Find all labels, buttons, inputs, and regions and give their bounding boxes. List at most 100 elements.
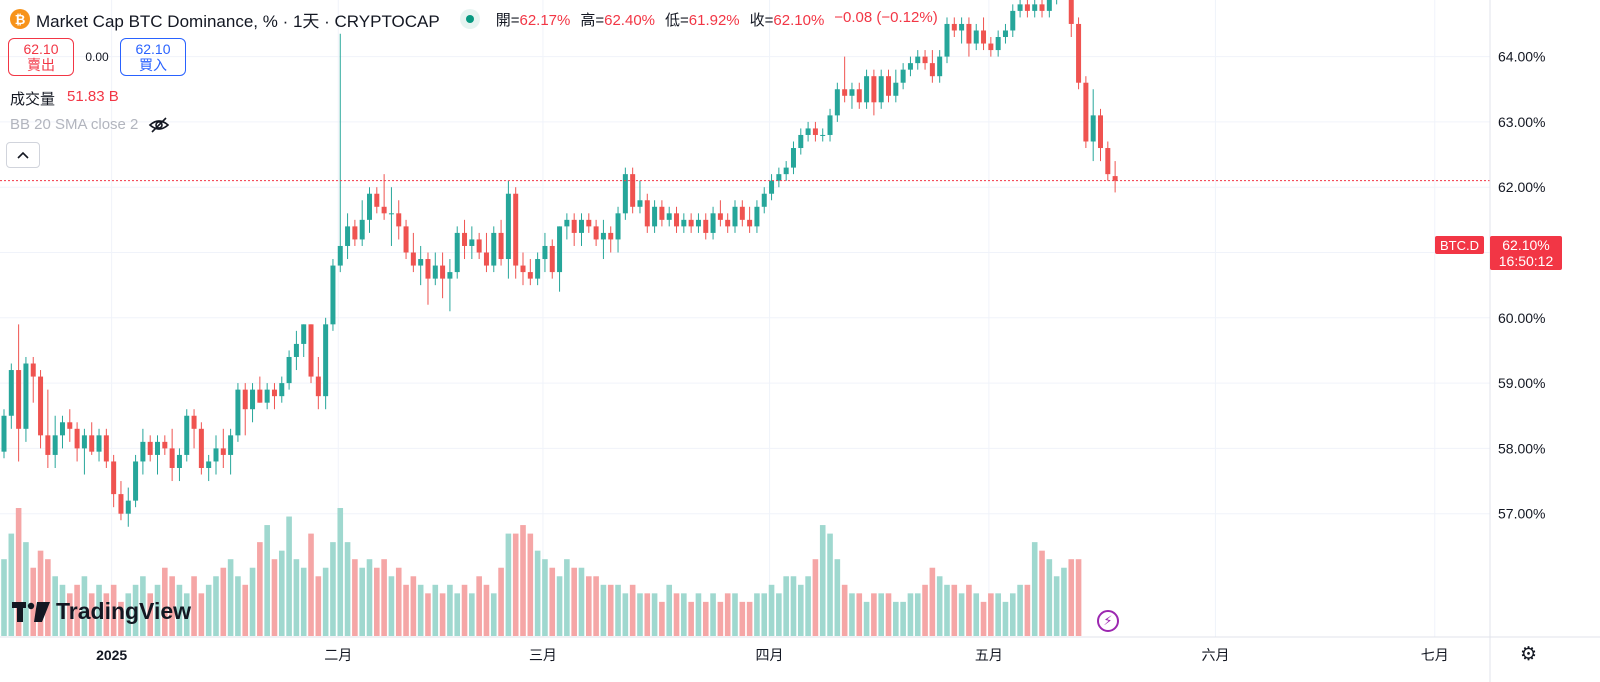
symbol-title[interactable]: Market Cap BTC Dominance, % · 1天 · CRYPT… bbox=[36, 11, 440, 31]
candle-body bbox=[293, 343, 299, 357]
buy-button[interactable]: 62.10 買入 bbox=[120, 38, 186, 76]
candle bbox=[681, 213, 687, 233]
volume-bar bbox=[410, 576, 417, 636]
candle bbox=[125, 487, 131, 527]
candle-body bbox=[812, 128, 818, 135]
candle bbox=[330, 259, 336, 331]
candle bbox=[418, 245, 424, 286]
candle bbox=[644, 193, 650, 233]
candle-body bbox=[878, 76, 884, 103]
volume-bar bbox=[673, 593, 680, 636]
volume-bar bbox=[586, 576, 592, 636]
candle-body bbox=[864, 76, 870, 103]
candle bbox=[38, 370, 44, 449]
volume-bar bbox=[140, 576, 146, 636]
symbol-legend: ₿ Market Cap BTC Dominance, % · 1天 · CRY… bbox=[10, 8, 938, 31]
candle bbox=[571, 213, 577, 246]
candle-body bbox=[959, 23, 965, 31]
volume-legend[interactable]: 成交量 51.83 B bbox=[10, 88, 119, 109]
buy-label: 買入 bbox=[139, 57, 167, 73]
volume-bar bbox=[914, 593, 921, 636]
eye-hidden-icon[interactable] bbox=[148, 116, 170, 133]
volume-bar bbox=[980, 601, 987, 636]
candle-body bbox=[176, 454, 182, 468]
candle-body bbox=[16, 370, 22, 429]
candle-body bbox=[184, 415, 190, 455]
candle bbox=[147, 435, 153, 462]
candle bbox=[206, 454, 212, 482]
bollinger-legend[interactable]: BB 20 SMA close 2 bbox=[10, 116, 170, 133]
candle-body bbox=[74, 428, 80, 449]
ohlc-values: 開=62.17% 高=62.40% 低=61.92% 收=62.10% −0.0… bbox=[496, 9, 938, 30]
candle bbox=[900, 63, 906, 90]
candle-body bbox=[1112, 176, 1118, 181]
candle-body bbox=[747, 219, 753, 227]
candle-body bbox=[1017, 4, 1023, 11]
volume-bar bbox=[885, 593, 892, 636]
candle bbox=[396, 200, 402, 240]
collapse-legend-button[interactable] bbox=[6, 142, 40, 168]
candle-body bbox=[67, 422, 73, 429]
volume-bar bbox=[505, 533, 512, 636]
candle bbox=[695, 213, 701, 233]
volume-bar bbox=[425, 593, 431, 636]
candle bbox=[1076, 17, 1082, 90]
candle bbox=[725, 213, 731, 233]
candle-body bbox=[842, 89, 848, 96]
volume-bar bbox=[988, 593, 994, 636]
volume-bar bbox=[1002, 601, 1009, 636]
candle bbox=[16, 324, 22, 462]
candle-body bbox=[681, 219, 687, 227]
candle-body bbox=[907, 63, 913, 70]
candle-body bbox=[1039, 4, 1045, 11]
candle bbox=[242, 383, 248, 436]
candle bbox=[674, 206, 680, 233]
candle bbox=[834, 82, 840, 122]
buy-price: 62.10 bbox=[135, 41, 171, 57]
candle bbox=[666, 206, 672, 227]
time-axis[interactable]: 2025 二月 三月 四月 五月 六月 七月 bbox=[96, 647, 1449, 663]
volume-bar bbox=[958, 593, 965, 636]
candle-body bbox=[739, 206, 745, 220]
volume-bar bbox=[103, 593, 110, 636]
candle-body bbox=[893, 82, 899, 96]
candle-body bbox=[1105, 148, 1111, 175]
candle bbox=[1039, 0, 1045, 18]
volume-bar bbox=[724, 593, 731, 636]
low-value: 61.92% bbox=[688, 11, 740, 29]
volume-value: 51.83 B bbox=[67, 88, 119, 105]
candle-body bbox=[483, 252, 489, 266]
volume-bar bbox=[739, 601, 746, 636]
gear-icon[interactable]: ⚙ bbox=[1520, 644, 1538, 665]
candle bbox=[717, 200, 723, 227]
candle bbox=[169, 428, 175, 482]
lightning-icon[interactable]: ⚡ bbox=[1097, 610, 1119, 632]
candle-body bbox=[1024, 4, 1030, 11]
candle-body bbox=[337, 245, 343, 266]
candle bbox=[922, 50, 928, 70]
candle-body bbox=[622, 174, 628, 214]
candle bbox=[89, 422, 95, 455]
candle bbox=[1002, 23, 1008, 44]
candle bbox=[593, 219, 599, 246]
candle-body bbox=[1046, 0, 1052, 11]
sell-button[interactable]: 62.10 賣出 bbox=[8, 38, 74, 76]
candle-body bbox=[1098, 115, 1103, 149]
market-open-icon[interactable] bbox=[459, 9, 480, 29]
candle-body bbox=[169, 448, 175, 468]
candle bbox=[345, 213, 351, 260]
volume-bar bbox=[1068, 559, 1075, 636]
tv-logo-icon bbox=[12, 601, 50, 622]
volume-bar bbox=[1075, 559, 1082, 636]
candle bbox=[111, 454, 117, 508]
volume-bar bbox=[1053, 576, 1060, 636]
candle-body bbox=[301, 324, 307, 344]
candle bbox=[549, 239, 555, 279]
candle bbox=[315, 356, 321, 410]
volume-bar bbox=[717, 601, 724, 636]
bar-countdown: 16:50:12 bbox=[1498, 253, 1554, 269]
candle bbox=[995, 30, 1001, 57]
candle bbox=[118, 481, 124, 521]
tradingview-logo[interactable]: TradingView bbox=[12, 598, 191, 625]
